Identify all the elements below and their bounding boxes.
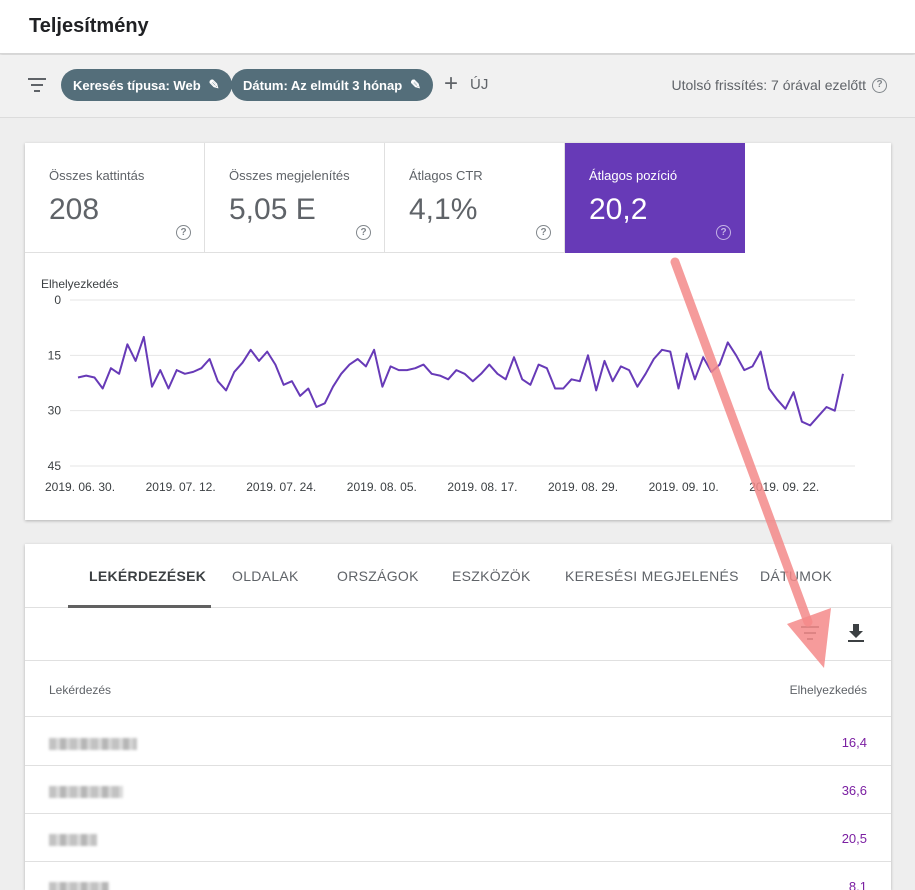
filter-rows-icon[interactable] bbox=[800, 626, 820, 640]
download-arrow-icon bbox=[848, 624, 864, 642]
redacted-query-text bbox=[49, 786, 123, 798]
help-icon[interactable]: ? bbox=[536, 225, 551, 240]
chart-y-tick-label: 0 bbox=[54, 293, 61, 307]
column-header-query[interactable]: Lekérdezés bbox=[49, 683, 112, 697]
metric-label: Összes kattintás bbox=[49, 168, 145, 183]
row-position-value: 20,5 bbox=[841, 831, 867, 846]
metric-value: 5,05 E bbox=[229, 193, 316, 226]
last-update-text: Utolsó frissítés: 7 órával ezelőtt bbox=[671, 77, 866, 93]
chip-label: Keresés típusa: Web bbox=[73, 77, 201, 93]
table-row[interactable]: 8,1 bbox=[25, 862, 891, 890]
metric-value: 4,1% bbox=[409, 193, 478, 226]
help-icon[interactable]: ? bbox=[872, 77, 887, 93]
row-position-value: 36,6 bbox=[841, 783, 867, 798]
tab-pages[interactable]: OLDALAK bbox=[232, 568, 299, 584]
search-type-filter-chip[interactable]: Keresés típusa: Web ✎ bbox=[61, 69, 232, 101]
active-tab-indicator bbox=[68, 605, 211, 608]
dimension-tabs: LEKÉRDEZÉSEK OLDALAK ORSZÁGOK ESZKÖZÖK K… bbox=[25, 544, 891, 608]
metric-average-position[interactable]: Átlagos pozíció 20,2 ? bbox=[565, 143, 745, 253]
help-icon[interactable]: ? bbox=[356, 225, 371, 240]
redacted-query-text bbox=[49, 834, 97, 846]
last-update-status: Utolsó frissítés: 7 órával ezelőtt ? bbox=[671, 77, 887, 93]
metric-label: Összes megjelenítés bbox=[229, 168, 350, 183]
chart-x-tick-label: 2019. 07. 24. bbox=[246, 480, 316, 494]
table-row[interactable]: 20,5 bbox=[25, 814, 891, 862]
chart-y-axis-label: Elhelyezkedés bbox=[41, 277, 119, 291]
metric-value: 208 bbox=[49, 193, 100, 226]
add-new-filter-button[interactable]: + ÚJ bbox=[444, 70, 489, 97]
chart-y-tick-label: 45 bbox=[48, 459, 62, 473]
chart-x-tick-label: 2019. 08. 05. bbox=[347, 480, 417, 494]
chart-x-tick-label: 2019. 08. 29. bbox=[548, 480, 618, 494]
date-filter-chip[interactable]: Dátum: Az elmúlt 3 hónap ✎ bbox=[231, 69, 434, 101]
chart-x-tick-label: 2019. 09. 22. bbox=[749, 480, 819, 494]
tab-dates[interactable]: DÁTUMOK bbox=[760, 568, 833, 584]
edit-pencil-icon: ✎ bbox=[410, 77, 422, 92]
table-row[interactable]: 16,4 bbox=[25, 718, 891, 766]
filter-icon[interactable] bbox=[27, 77, 47, 93]
results-table-card: LEKÉRDEZÉSEK OLDALAK ORSZÁGOK ESZKÖZÖK K… bbox=[25, 544, 891, 890]
position-line-chart: 0 15 30 45 2019. 06. 30. 2019. 07. 12. 2019. … bbox=[45, 293, 855, 494]
download-icon[interactable] bbox=[845, 621, 867, 649]
metric-value: 20,2 bbox=[589, 193, 648, 226]
chart-y-tick-label: 15 bbox=[48, 348, 62, 362]
table-row[interactable]: 36,6 bbox=[25, 766, 891, 814]
row-position-value: 8,1 bbox=[848, 879, 867, 890]
chart-series-line-position bbox=[77, 335, 844, 427]
table-header: Lekérdezés Elhelyezkedés bbox=[25, 662, 891, 717]
filter-bar: Keresés típusa: Web ✎ Dátum: Az elmúlt 3… bbox=[0, 55, 915, 118]
help-icon[interactable]: ? bbox=[176, 225, 191, 240]
add-new-label: ÚJ bbox=[470, 75, 489, 93]
column-header-position[interactable]: Elhelyezkedés bbox=[789, 683, 867, 697]
chart-y-tick-label: 30 bbox=[48, 404, 62, 418]
tab-devices[interactable]: ESZKÖZÖK bbox=[452, 568, 531, 584]
chart-x-tick-label: 2019. 09. 10. bbox=[649, 480, 719, 494]
row-position-value: 16,4 bbox=[841, 735, 867, 750]
redacted-query-text bbox=[49, 738, 137, 750]
metric-label: Átlagos pozíció bbox=[589, 168, 678, 183]
metric-label: Átlagos CTR bbox=[409, 168, 483, 183]
page-title: Teljesítmény bbox=[29, 15, 149, 37]
metric-total-impressions[interactable]: Összes megjelenítés 5,05 E ? bbox=[205, 143, 385, 253]
tab-countries[interactable]: ORSZÁGOK bbox=[337, 568, 419, 584]
chart-x-tick-label: 2019. 08. 17. bbox=[447, 480, 517, 494]
metric-average-ctr[interactable]: Átlagos CTR 4,1% ? bbox=[385, 143, 565, 253]
tab-queries[interactable]: LEKÉRDEZÉSEK bbox=[89, 568, 207, 584]
chart-x-tick-label: 2019. 07. 12. bbox=[146, 480, 216, 494]
help-icon[interactable]: ? bbox=[716, 225, 731, 240]
chip-label: Dátum: Az elmúlt 3 hónap bbox=[243, 77, 403, 93]
metric-total-clicks[interactable]: Összes kattintás 208 ? bbox=[25, 143, 205, 253]
edit-pencil-icon: ✎ bbox=[208, 77, 220, 92]
metric-cards: Összes kattintás 208 ? Összes megjelenít… bbox=[25, 143, 745, 253]
performance-chart-card: Összes kattintás 208 ? Összes megjelenít… bbox=[25, 143, 891, 520]
tab-search-appearance[interactable]: KERESÉSI MEGJELENÉS bbox=[565, 568, 739, 584]
chart-x-tick-label: 2019. 06. 30. bbox=[45, 480, 115, 494]
plus-icon: + bbox=[444, 70, 459, 97]
redacted-query-text bbox=[49, 882, 109, 890]
app-header: Teljesítmény bbox=[0, 0, 915, 54]
table-toolbar bbox=[25, 609, 891, 661]
